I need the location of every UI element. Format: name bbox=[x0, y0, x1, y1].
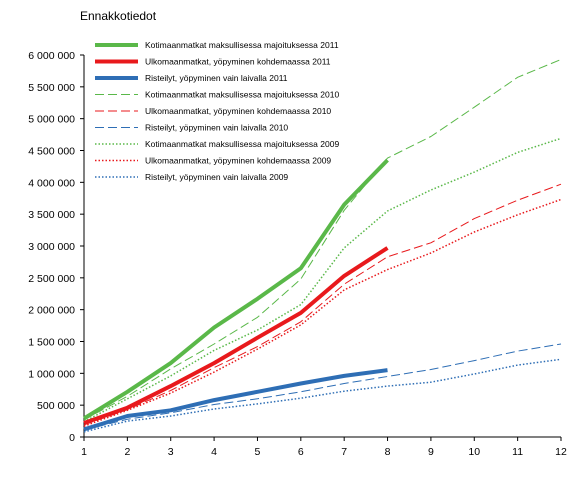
legend-label-2: Ulkomaanmatkat, yöpyminen kohdemaassa 20… bbox=[145, 57, 331, 67]
x-tick-label: 6 bbox=[298, 446, 304, 458]
axes: 0 500 000 1 000 000 1 500 000 2 000 000 2 500… bbox=[28, 50, 567, 458]
legend-label-4: Kotimaanmatkat maksullisessa majoitukses… bbox=[145, 90, 339, 100]
x-tick-label: 2 bbox=[124, 446, 130, 458]
x-tick-label: 9 bbox=[428, 446, 434, 458]
series-line-8 bbox=[83, 198, 562, 427]
y-tick-label: 3 500 000 bbox=[28, 209, 75, 221]
y-tick-label: 2 000 000 bbox=[28, 305, 75, 317]
legend-label-6: Risteilyt, yöpyminen vain laivalla 2010 bbox=[145, 123, 288, 133]
legend-label-8: Ulkomaanmatkat, yöpyminen kohdemaassa 20… bbox=[145, 156, 331, 166]
x-tick-label: 7 bbox=[341, 446, 347, 458]
y-tick-label: 4 500 000 bbox=[28, 146, 75, 158]
y-tick-label: 6 000 000 bbox=[28, 50, 75, 62]
legend-label-9: Risteilyt, yöpyminen vain laivalla 2009 bbox=[145, 172, 288, 182]
x-tick-label: 5 bbox=[255, 446, 261, 458]
y-tick-label: 1 500 000 bbox=[28, 337, 75, 349]
series-line-4 bbox=[83, 59, 562, 421]
x-tick-label: 4 bbox=[211, 446, 217, 458]
series-line-3 bbox=[83, 368, 388, 432]
y-tick-label: 0 bbox=[69, 432, 75, 444]
series-line-6 bbox=[83, 343, 562, 431]
legend: Kotimaanmatkat maksullisessa majoitukses… bbox=[95, 40, 339, 182]
x-tick-label: 8 bbox=[385, 446, 391, 458]
series-layer bbox=[82, 59, 562, 433]
x-tick-label: 11 bbox=[512, 446, 523, 458]
legend-label-5: Ulkomaanmatkat, yöpyminen kohdemaassa 20… bbox=[145, 106, 331, 116]
legend-label-1: Kotimaanmatkat maksullisessa majoitukses… bbox=[145, 40, 339, 50]
series-line-1 bbox=[82, 158, 389, 421]
y-tick-label: 5 500 000 bbox=[28, 82, 75, 94]
y-tick-label: 3 000 000 bbox=[28, 241, 75, 253]
series-line-2 bbox=[83, 246, 389, 425]
legend-label-7: Kotimaanmatkat maksullisessa majoitukses… bbox=[145, 139, 339, 149]
y-tick-label: 4 000 000 bbox=[28, 177, 75, 189]
y-tick-label: 500 000 bbox=[37, 400, 75, 412]
series-line-9 bbox=[83, 358, 562, 433]
x-tick-label: 1 bbox=[81, 446, 87, 458]
legend-label-3: Risteilyt, yöpyminen vain laivalla 2011 bbox=[145, 73, 288, 83]
x-tick-label: 10 bbox=[468, 446, 480, 458]
y-tick-label: 2 500 000 bbox=[28, 273, 75, 285]
x-tick-label: 12 bbox=[555, 446, 567, 458]
series-line-5 bbox=[83, 183, 562, 426]
x-tick-label: 3 bbox=[168, 446, 174, 458]
chart-subtitle: Ennakkotiedot bbox=[80, 9, 157, 23]
y-tick-label: 1 000 000 bbox=[28, 368, 75, 380]
y-tick-label: 5 000 000 bbox=[28, 114, 75, 126]
